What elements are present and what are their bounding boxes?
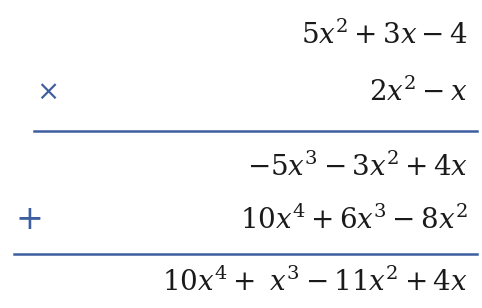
Text: $10x^4 + 6x^3 - 8x^2$: $10x^4 + 6x^3 - 8x^2$ [240, 206, 468, 235]
Text: $5x^2 + 3x - 4$: $5x^2 + 3x - 4$ [301, 21, 468, 50]
Text: $\times$: $\times$ [36, 79, 57, 106]
Text: $+$: $+$ [15, 204, 42, 236]
Text: $-5x^3 - 3x^2 + 4x$: $-5x^3 - 3x^2 + 4x$ [247, 153, 468, 182]
Text: $10x^4 + \ x^3 - 11x^2 + 4x$: $10x^4 + \ x^3 - 11x^2 + 4x$ [162, 268, 468, 297]
Text: $2x^2 - x$: $2x^2 - x$ [369, 78, 468, 107]
